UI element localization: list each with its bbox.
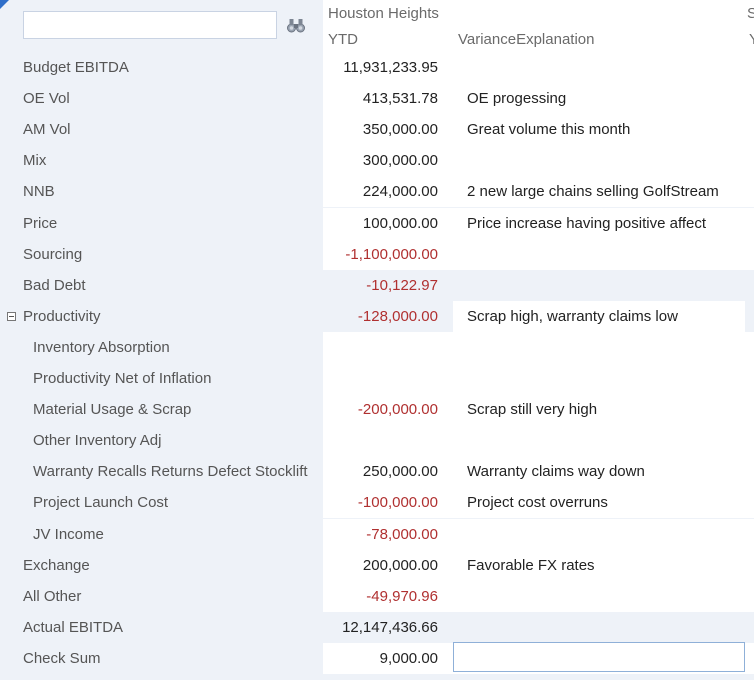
ytd-cell[interactable]: 12,147,436.66	[323, 612, 453, 643]
row-label[interactable]: Price	[23, 215, 58, 232]
variance-explanation-cell[interactable]: Favorable FX rates	[453, 550, 754, 581]
select-all-corner[interactable]	[0, 0, 9, 9]
variance-explanation-cell[interactable]: Warranty claims way down	[453, 456, 754, 487]
variance-explanation-cell[interactable]: Scrap still very high	[453, 394, 754, 425]
collapse-toggle-icon[interactable]	[7, 312, 16, 321]
column-header-ytd[interactable]: YTD	[328, 31, 358, 48]
variance-explanation-cell[interactable]: OE progessing	[453, 83, 754, 114]
row-label[interactable]: Budget EBITDA	[23, 59, 129, 76]
variance-explanation-cell[interactable]	[453, 363, 754, 394]
variance-explanation-cell[interactable]	[453, 145, 754, 176]
ytd-cell[interactable]: -100,000.00	[323, 487, 453, 518]
binoculars-icon[interactable]	[286, 15, 306, 35]
row-label[interactable]: JV Income	[33, 526, 104, 543]
row-label[interactable]: Exchange	[23, 557, 90, 574]
row-label[interactable]: Bad Debt	[23, 277, 86, 294]
row-label[interactable]: Mix	[23, 152, 47, 169]
row-label[interactable]: Other Inventory Adj	[33, 432, 162, 449]
row-label[interactable]: Check Sum	[23, 650, 101, 667]
variance-explanation-cell[interactable]	[453, 612, 754, 643]
row-label[interactable]: Actual EBITDA	[23, 619, 124, 636]
variance-explanation-cell[interactable]: 2 new large chains selling GolfStream	[453, 176, 754, 207]
ytd-cell[interactable]	[323, 332, 453, 363]
variance-explanation-cell[interactable]	[453, 332, 754, 363]
ytd-cell[interactable]: -128,000.00	[323, 301, 453, 332]
ytd-cell[interactable]: 9,000.00	[323, 643, 453, 674]
row-label[interactable]: All Other	[23, 588, 82, 605]
variance-explanation-cell[interactable]: Great volume this month	[453, 114, 754, 145]
row-label[interactable]: Sourcing	[23, 246, 83, 263]
row-label[interactable]: Inventory Absorption	[33, 339, 170, 356]
ytd-cell[interactable]	[323, 425, 453, 456]
ytd-cell[interactable]: 300,000.00	[323, 145, 453, 176]
ytd-cell[interactable]: 100,000.00	[323, 208, 453, 239]
variance-explanation-cell[interactable]: Price increase having positive affect	[453, 208, 754, 239]
ytd-cell[interactable]: -49,970.96	[323, 581, 453, 612]
ytd-cell[interactable]	[323, 363, 453, 394]
ytd-cell[interactable]: 350,000.00	[323, 114, 453, 145]
row-label[interactable]: AM Vol	[23, 121, 71, 138]
next-column-header: Y	[749, 31, 754, 48]
ytd-cell[interactable]: -200,000.00	[323, 394, 453, 425]
variance-explanation-cell[interactable]	[453, 425, 754, 456]
active-edit-cell[interactable]	[453, 642, 745, 672]
next-column-group-title: S	[747, 5, 754, 22]
ytd-cell[interactable]: 250,000.00	[323, 456, 453, 487]
ytd-cell[interactable]: 413,531.78	[323, 83, 453, 114]
ytd-cell[interactable]: -78,000.00	[323, 519, 453, 550]
row-label[interactable]: Material Usage & Scrap	[33, 401, 192, 418]
ytd-cell[interactable]: -10,122.97	[323, 270, 453, 301]
variance-explanation-cell[interactable]	[453, 52, 754, 83]
ytd-cell[interactable]: 224,000.00	[323, 176, 453, 207]
row-label[interactable]: Productivity Net of Inflation	[33, 370, 212, 387]
column-group-title: Houston Heights	[328, 5, 439, 22]
variance-explanation-cell[interactable]	[453, 581, 754, 612]
variance-explanation-cell[interactable]: Project cost overruns	[453, 487, 754, 518]
variance-explanation-cell[interactable]: Scrap high, warranty claims low	[453, 301, 745, 332]
row-filter-input[interactable]	[23, 11, 277, 39]
ytd-cell[interactable]: -1,100,000.00	[323, 239, 453, 270]
variance-explanation-cell[interactable]	[453, 519, 754, 550]
row-label[interactable]: Warranty Recalls Returns Defect Stocklif…	[33, 463, 308, 480]
variance-explanation-cell[interactable]	[453, 239, 754, 270]
row-label[interactable]: Project Launch Cost	[33, 494, 169, 511]
row-label[interactable]: NNB	[23, 183, 55, 200]
row-label[interactable]: Productivity	[23, 308, 101, 325]
variance-explanation-cell[interactable]	[453, 270, 754, 301]
row-header-pane	[0, 0, 323, 680]
column-header-variance-explanation[interactable]: VarianceExplanation	[458, 31, 595, 48]
row-label[interactable]: OE Vol	[23, 90, 70, 107]
ytd-cell[interactable]: 200,000.00	[323, 550, 453, 581]
ytd-cell[interactable]: 11,931,233.95	[323, 52, 453, 83]
